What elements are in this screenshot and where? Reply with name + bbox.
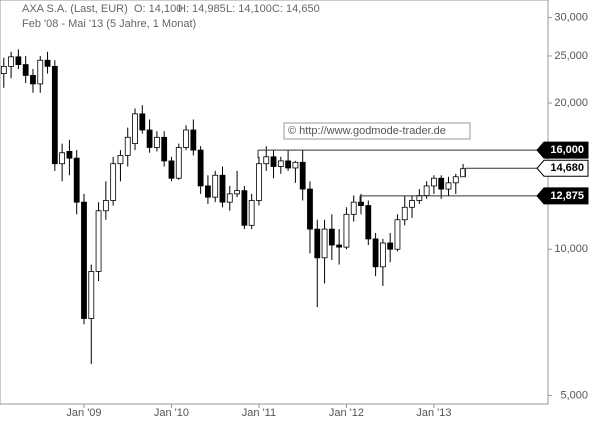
candle-body (15, 56, 22, 65)
candle-body (59, 152, 66, 165)
candle-body (372, 238, 379, 268)
candle-body (263, 156, 270, 165)
level-box (536, 159, 589, 177)
candle-body (8, 56, 14, 67)
candle-body (387, 242, 394, 250)
candle-body (95, 210, 102, 272)
candle-body (102, 200, 109, 212)
candle-body (285, 160, 292, 169)
candle-body (0, 65, 7, 74)
candle-body (175, 147, 182, 179)
ohlc-close: C: 14,650 (272, 3, 320, 15)
candle-body (445, 182, 452, 190)
candle-body (132, 113, 138, 145)
y-tick-label: 10,000 (554, 243, 588, 255)
candle-body (307, 188, 313, 230)
level-box (536, 187, 589, 205)
candle-body (270, 156, 277, 167)
candle-body (336, 244, 343, 248)
candle-body (358, 201, 364, 206)
y-tick-label: 30,000 (554, 11, 588, 23)
candle-body (22, 64, 29, 76)
x-tick-label: Jan '11 (242, 407, 276, 419)
ohlc-low: L: 14,100 (226, 3, 272, 15)
candle-body (379, 242, 386, 268)
x-tick-label: Jan '09 (66, 407, 101, 419)
candle-body (183, 129, 189, 148)
ohlc-open: O: 14,100 (134, 3, 182, 15)
candle-body (81, 201, 87, 319)
chart-title: AXA S.A. (Last, EUR) (22, 3, 128, 15)
candle-body (292, 161, 299, 169)
candle-body (219, 174, 226, 203)
candle-body (73, 157, 80, 203)
ohlc-high: H: 14,985 (178, 3, 226, 15)
candle-body (248, 200, 255, 226)
watermark-box (283, 122, 471, 140)
candle-body (117, 155, 124, 165)
y-tick-label: 5,000 (560, 389, 588, 401)
x-tick-label: Jan '12 (329, 407, 364, 419)
candle-body (30, 75, 36, 85)
y-tick-label: 20,000 (554, 97, 588, 109)
candle-body (277, 160, 284, 167)
candle-body (190, 129, 197, 151)
candle-body (212, 174, 219, 198)
candle-body (234, 190, 240, 195)
candle-body (51, 65, 58, 165)
candle-body (423, 185, 430, 196)
candle-body (299, 161, 306, 190)
level-label: 16,000 (550, 144, 584, 156)
candle-body (365, 205, 372, 240)
candle-body (124, 136, 131, 156)
candle-body (314, 228, 321, 259)
candle-body (394, 219, 401, 250)
candle-body (431, 177, 437, 187)
candle-body (161, 136, 168, 162)
level-label: 12,875 (550, 190, 584, 202)
level-label: 14,680 (550, 162, 584, 174)
candle-body (226, 193, 233, 203)
candle-body (139, 113, 146, 131)
candle-body (44, 59, 51, 67)
candle-body (168, 160, 175, 179)
candle-body (401, 206, 408, 221)
candle-body (460, 168, 466, 178)
watermark: © http://www.godmode-trader.de (288, 125, 446, 137)
x-tick-label: Jan '10 (154, 407, 189, 419)
candle-body (205, 185, 211, 198)
candle-body (409, 200, 415, 208)
candle-body (241, 190, 248, 226)
candle-body (66, 151, 73, 159)
x-tick-label: Jan '13 (416, 407, 451, 419)
candle-body (146, 129, 153, 148)
candle-body (153, 136, 160, 148)
candle-body (343, 213, 350, 248)
candle-body (438, 177, 445, 190)
candle-body (452, 176, 459, 184)
candle-body (321, 228, 328, 259)
level-box (536, 141, 589, 159)
candle-body (328, 228, 335, 246)
chart-subtitle: Feb '08 - Mai '13 (5 Jahre, 1 Monat) (22, 18, 196, 30)
candle-body (256, 163, 262, 201)
candle-body (350, 201, 357, 215)
candle-body (110, 163, 117, 201)
y-tick-label: 25,000 (554, 50, 588, 62)
candle-body (37, 59, 44, 85)
candle-body (197, 149, 204, 187)
candle-body (88, 271, 95, 319)
